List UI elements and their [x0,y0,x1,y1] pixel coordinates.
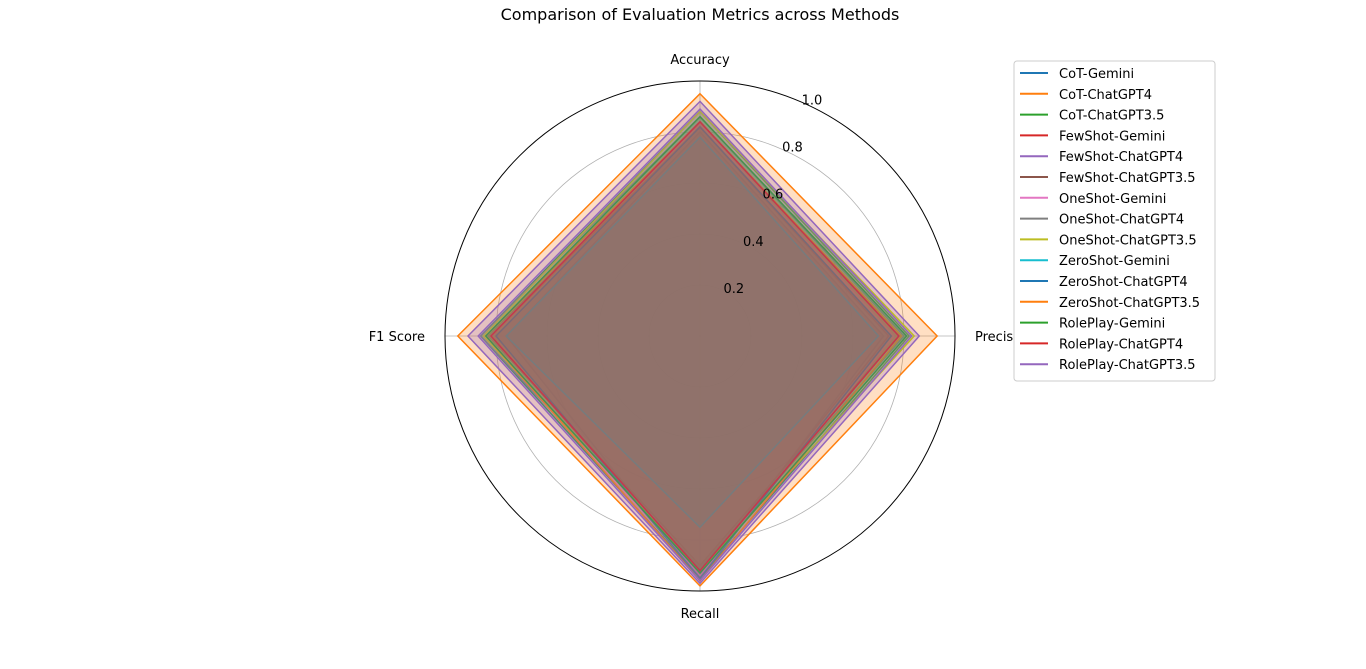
legend-frame [1013,60,1216,382]
legend-label-fewshot-gemini: FewShot-Gemini [1059,129,1165,144]
axis-label-f1-score: F1 Score [369,330,425,345]
legend-label-oneshot-gemini: OneShot-Gemini [1059,192,1166,207]
series-fill-roleplay-chatgpt3-5 [478,109,912,581]
series-line-zeroshot-chatgpt4 [494,125,893,580]
series-line-fewshot-chatgpt4 [466,100,921,585]
r-tick-label-0-2: 0.2 [724,282,745,297]
radar-series [456,92,939,587]
series-line-roleplay-chatgpt3-5 [477,107,913,582]
series-line-roleplay-chatgpt4 [489,120,900,572]
legend: CoT-Gemini CoT-ChatGPT4 CoT-ChatGPT3.5 FewS… [1013,60,1216,382]
r-tick-label-0-6: 0.6 [763,188,784,203]
series-fill-oneshot-chatgpt3-5 [483,111,915,571]
series-fill-zeroshot-chatgpt3-5 [485,121,902,581]
legend-label-zeroshot-chatgpt3-5: ZeroShot-ChatGPT3.5 [1059,296,1200,311]
legend-label-cot-chatgpt3-5: CoT-ChatGPT3.5 [1059,109,1164,124]
legend-label-roleplay-gemini: RolePlay-Gemini [1059,317,1165,332]
chart-title: Comparison of Evaluation Metrics across … [501,5,900,24]
legend-label-fewshot-chatgpt3-5: FewShot-ChatGPT3.5 [1059,171,1196,186]
axis-label-accuracy: Accuracy [670,53,730,68]
legend-label-roleplay-chatgpt4: RolePlay-ChatGPT4 [1059,337,1183,352]
outer-frame-circle [444,80,956,592]
series-fill-zeroshot-chatgpt4 [496,126,892,579]
legend-label-cot-gemini: CoT-Gemini [1059,67,1134,82]
series-fill-roleplay-chatgpt4 [490,121,899,571]
r-tick-label-0-4: 0.4 [743,235,764,250]
series-line-cot-chatgpt4 [456,92,939,587]
axis-label-recall: Recall [681,607,720,622]
legend-label-zeroshot-gemini: ZeroShot-Gemini [1059,254,1170,269]
r-tick-label-1-0: 1.0 [802,93,823,108]
legend-label-cot-chatgpt4: CoT-ChatGPT4 [1059,88,1152,103]
series-fill-cot-gemini [506,132,884,579]
series-fill-zeroshot-gemini [506,137,879,528]
legend-label-oneshot-chatgpt4: OneShot-ChatGPT4 [1059,213,1184,228]
legend-label-roleplay-chatgpt3-5: RolePlay-ChatGPT3.5 [1059,358,1196,373]
series-line-zeroshot-gemini [505,136,880,529]
r-tick-label-0-8: 0.8 [782,141,803,156]
radar-frame [444,80,956,592]
legend-label-oneshot-chatgpt3-5: OneShot-ChatGPT3.5 [1059,233,1197,248]
legend-label-zeroshot-chatgpt4: ZeroShot-ChatGPT4 [1059,275,1188,290]
legend-label-fewshot-chatgpt4: FewShot-ChatGPT4 [1059,150,1183,165]
series-line-roleplay-gemini [484,115,908,575]
